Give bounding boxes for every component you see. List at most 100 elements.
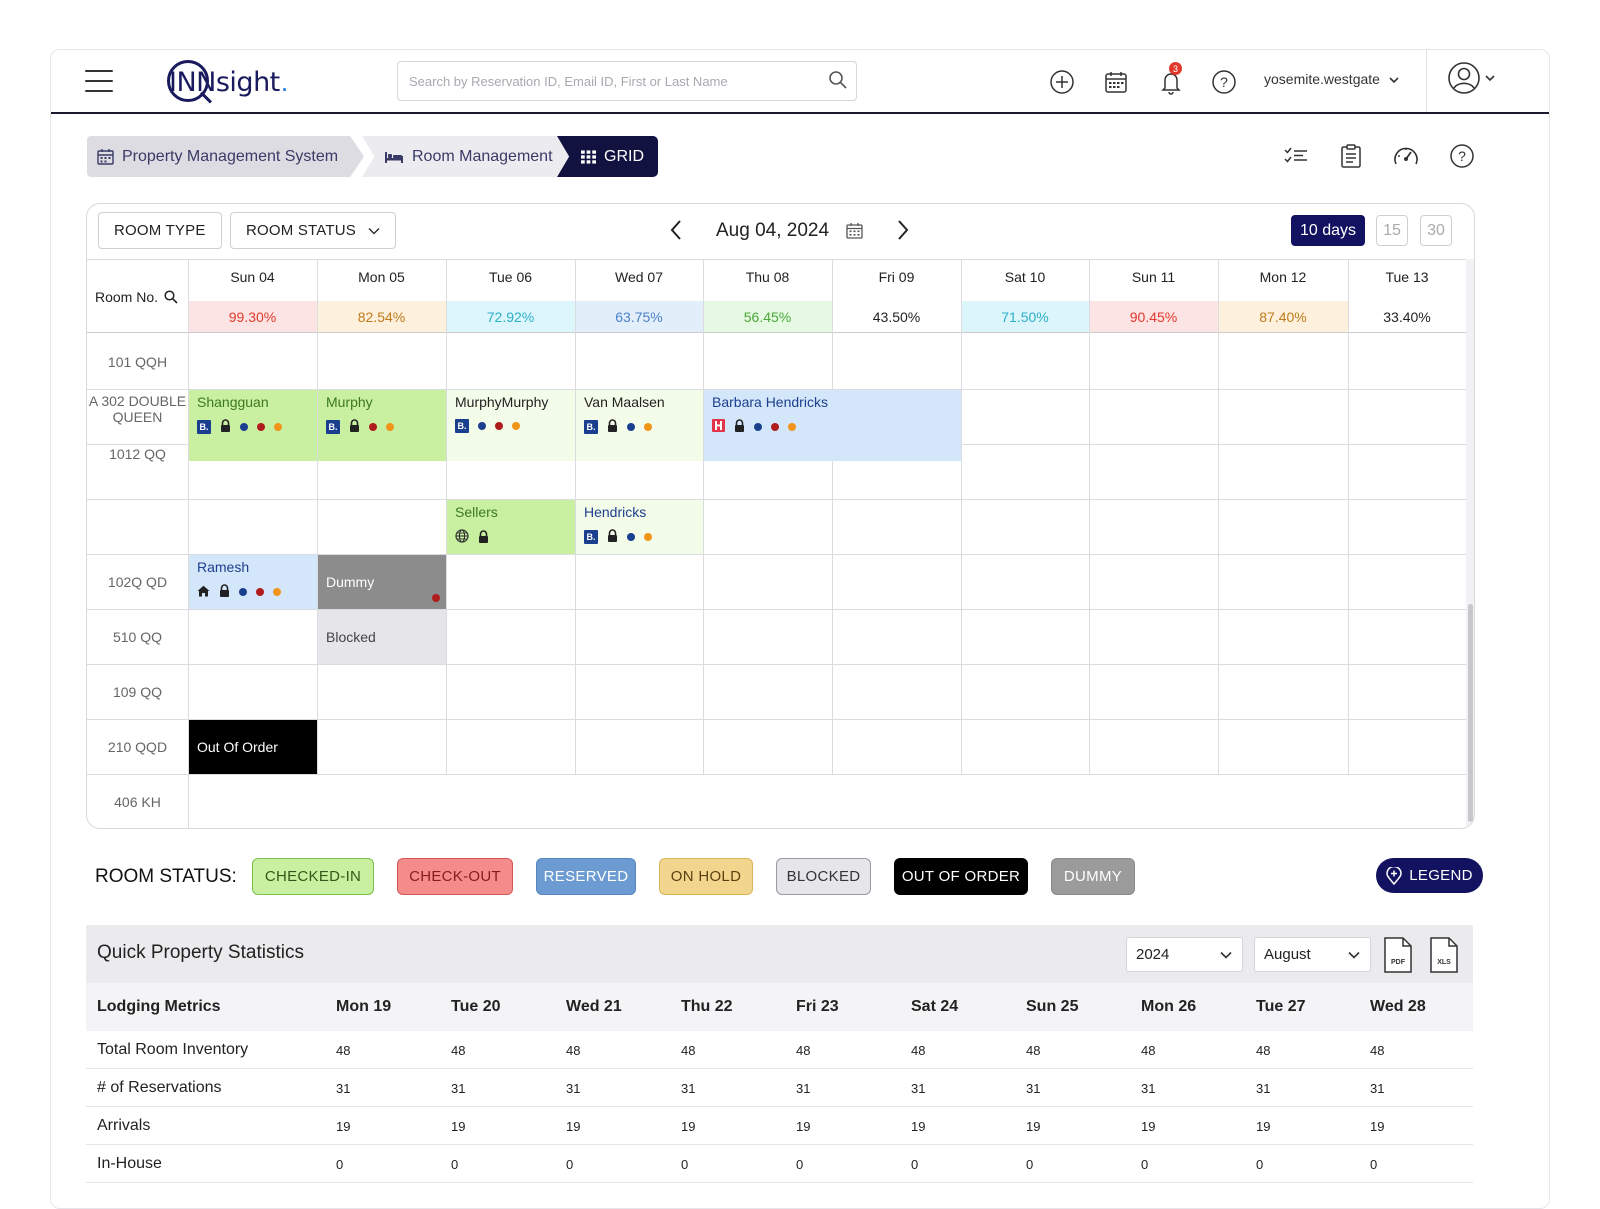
month-select[interactable]: August (1254, 937, 1371, 972)
search-icon[interactable] (828, 70, 848, 95)
stats-day-header: Sat 24 (911, 998, 959, 1015)
occupancy-percent: 90.45% (1089, 301, 1218, 332)
lodging-metrics-header: Lodging Metrics (97, 998, 221, 1015)
occupancy-percent: 63.75% (575, 301, 703, 332)
calendar-icon[interactable] (1102, 68, 1130, 96)
reservation-ramesh[interactable]: Ramesh (189, 555, 317, 609)
legend-button[interactable]: LEGEND (1376, 858, 1483, 893)
reservation-guest-name: MurphyMurphy (455, 394, 549, 410)
stats-value: 19 (681, 1119, 696, 1134)
day-header: Fri 09 (878, 269, 915, 285)
export-pdf-icon[interactable]: PDF (1383, 937, 1413, 973)
help-icon[interactable]: ? (1449, 143, 1475, 169)
month-select-value: August (1264, 946, 1311, 963)
stats-value: 48 (681, 1043, 696, 1058)
search-input[interactable] (398, 62, 808, 100)
grid-column-line (1089, 259, 1090, 774)
app-window: INNsight. 3 ? yosemite.westgate (50, 49, 1550, 1209)
grid-row-line (87, 609, 1466, 610)
room-type-filter-button[interactable]: ROOM TYPE (98, 212, 222, 249)
prev-date-arrow-icon[interactable] (664, 218, 688, 242)
stats-row: In-House 0 0 0 0 0 0 0 0 0 0 (86, 1145, 1473, 1183)
dashboard-gauge-icon[interactable] (1393, 143, 1419, 169)
room-number[interactable]: 109 QQ (112, 684, 163, 700)
reservation-icons: B. (326, 419, 438, 435)
grid-scrollbar[interactable] (1466, 259, 1474, 828)
view-15-days-button[interactable]: 15 (1376, 215, 1408, 246)
grid-scrollbar-thumb[interactable] (1468, 604, 1473, 822)
grid-column-line (832, 259, 833, 774)
status-chip-reserved: RESERVED (536, 858, 636, 895)
reservation-shangguan[interactable]: Shangguan B. (189, 390, 317, 461)
stats-value: 0 (451, 1157, 459, 1172)
stats-value: 48 (1026, 1043, 1041, 1058)
stats-value: 19 (1026, 1119, 1041, 1134)
checklist-icon[interactable] (1283, 143, 1309, 169)
reservation-murphymurphy[interactable]: MurphyMurphy B. (447, 390, 575, 461)
navy-status-dot (240, 423, 248, 431)
stats-value: 31 (681, 1081, 696, 1096)
stats-day-header: Thu 22 (681, 998, 733, 1015)
reservation-hendricks[interactable]: Hendricks B. (576, 500, 703, 554)
reservation-out-of-order[interactable]: Out Of Order (189, 720, 317, 774)
room-number[interactable]: A 302 DOUBLE QUEEN (88, 393, 187, 425)
reservation-barbara-hendricks[interactable]: Barbara Hendricks (704, 390, 961, 461)
notifications-bell-icon[interactable]: 3 (1157, 62, 1185, 96)
date-picker-calendar-icon[interactable] (846, 222, 863, 244)
status-chip-check-out: CHECK-OUT (397, 858, 513, 895)
stats-value: 31 (336, 1081, 351, 1096)
user-menu[interactable]: yosemite.westgate (1264, 71, 1399, 87)
orange-status-dot (386, 423, 394, 431)
reservation-icons: B. (584, 529, 695, 545)
room-number[interactable]: 101 QQH (107, 354, 168, 370)
stats-metric-label: Total Room Inventory (97, 1041, 249, 1058)
reservation-van-maalsen[interactable]: Van Maalsen B. (576, 390, 703, 461)
room-status-dropdown[interactable]: ROOM STATUS (230, 212, 396, 249)
reservation-murphy[interactable]: Murphy B. (318, 390, 446, 461)
reservation-sellers[interactable]: Sellers (447, 500, 575, 554)
reservation-icons (712, 419, 953, 435)
stats-metric-label: # of Reservations (97, 1079, 222, 1096)
occupancy-percent: 72.92% (446, 301, 575, 332)
reservation-guest-name: Van Maalsen (584, 394, 665, 410)
stats-value: 19 (911, 1119, 926, 1134)
stats-day-header: Tue 27 (1256, 998, 1306, 1015)
stats-day-header: Mon 26 (1141, 998, 1197, 1015)
innsight-logo[interactable]: INNsight. (167, 56, 288, 108)
view-10-days-button[interactable]: 10 days (1291, 215, 1365, 246)
breadcrumb-room-management[interactable]: Room Management (362, 136, 569, 177)
room-grid-panel: ROOM TYPE ROOM STATUS Aug 04, 2024 10 da… (86, 203, 1475, 829)
view-30-days-button[interactable]: 30 (1420, 215, 1452, 246)
breadcrumb-grid[interactable]: GRID (557, 136, 658, 177)
breadcrumb-pms[interactable]: Property Management System (87, 136, 364, 177)
account-menu[interactable] (1446, 62, 1496, 94)
reservation-dummy[interactable]: Dummy (318, 555, 446, 609)
room-number[interactable]: 510 QQ (112, 629, 163, 645)
export-xls-icon[interactable]: XLS (1429, 937, 1459, 973)
room-number[interactable]: 406 KH (114, 794, 161, 810)
occupancy-percent: 87.40% (1218, 301, 1348, 332)
hotel-h-icon (712, 419, 725, 435)
room-number-header[interactable]: Room No. (95, 289, 178, 305)
occupancy-percent: 82.54% (317, 301, 446, 332)
day-header: Thu 08 (745, 269, 790, 285)
breadcrumb-grid-label: GRID (604, 147, 644, 165)
red-status-dot (432, 594, 440, 602)
room-number[interactable]: 102Q QD (107, 574, 168, 590)
clipboard-icon[interactable] (1338, 143, 1364, 169)
stats-value: 31 (796, 1081, 811, 1096)
room-number[interactable]: 1012 QQ (109, 446, 166, 462)
navy-status-dot (627, 423, 635, 431)
hamburger-menu-icon[interactable] (85, 70, 113, 92)
year-select[interactable]: 2024 (1126, 937, 1243, 972)
add-circle-icon[interactable] (1048, 68, 1076, 96)
room-number[interactable]: 210 QQD (107, 739, 168, 755)
next-date-arrow-icon[interactable] (891, 218, 915, 242)
reservation-blocked[interactable]: Blocked (318, 610, 446, 664)
reservation-guest-name: Hendricks (584, 504, 647, 520)
orange-status-dot (512, 422, 520, 430)
user-avatar-icon (1448, 62, 1480, 94)
lock-icon (734, 419, 745, 435)
help-icon[interactable]: ? (1210, 68, 1238, 96)
grid-row-line (87, 499, 1466, 500)
